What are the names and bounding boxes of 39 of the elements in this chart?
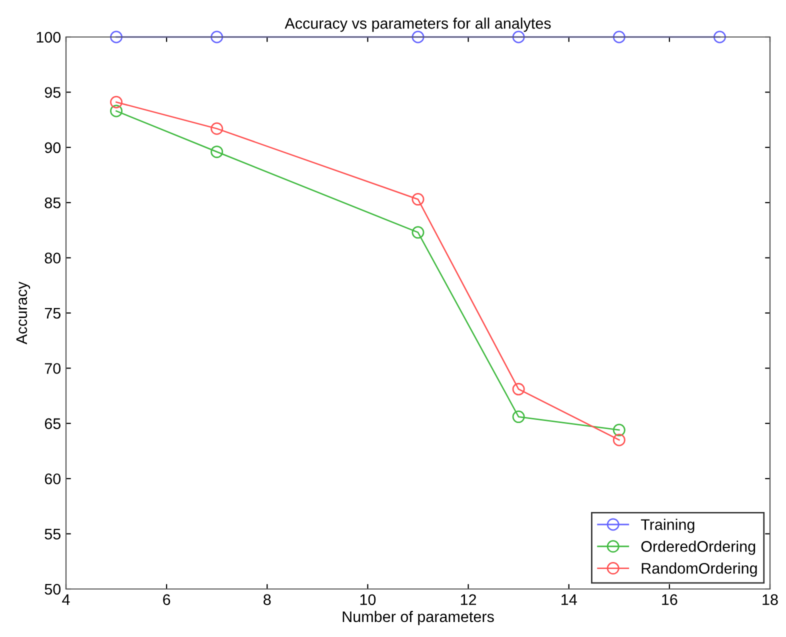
point (210, 122, 224, 135)
point (612, 424, 626, 436)
point (612, 434, 626, 446)
y-tick-label: 70 (44, 363, 61, 374)
point (110, 96, 123, 108)
legend-label: RandomOrdering (642, 562, 757, 577)
point (612, 30, 626, 44)
x-axis-title: Number of parameters (342, 610, 494, 626)
y-axis-title: Accuracy (16, 282, 30, 344)
point (412, 193, 424, 206)
x-tick-label: 6 (163, 594, 170, 606)
legend-label: Training (640, 518, 694, 534)
point (512, 382, 525, 396)
y-tick-label: 95 (44, 87, 60, 98)
x-tick-label: 12 (460, 594, 476, 605)
point (210, 30, 224, 44)
y-tick-label: 90 (44, 142, 61, 154)
y-tick-label: 100 (36, 32, 61, 43)
x-tick-label: 18 (762, 594, 778, 606)
y-tick-label: 80 (44, 252, 61, 264)
y-tick-label: 75 (44, 308, 60, 319)
point (110, 30, 123, 44)
x-tick-label: 10 (360, 594, 376, 606)
point (412, 226, 424, 239)
point (210, 146, 224, 158)
point (713, 30, 726, 44)
chart-title: Accuracy vs parameters for all analytes (284, 18, 551, 32)
y-tick-label: 55 (44, 528, 60, 540)
point (512, 410, 525, 424)
x-tick-label: 16 (662, 594, 678, 606)
x-tick-label: 8 (264, 594, 271, 606)
y-tick-label: 60 (44, 473, 61, 484)
point (110, 104, 123, 118)
y-tick-label: 50 (44, 584, 61, 595)
y-tick-label: 85 (44, 197, 60, 208)
legend-label: OrderedOrdering (641, 540, 756, 555)
x-tick-label: 4 (62, 594, 70, 605)
y-tick-label: 65 (44, 418, 60, 430)
x-tick-label: 14 (562, 594, 577, 605)
